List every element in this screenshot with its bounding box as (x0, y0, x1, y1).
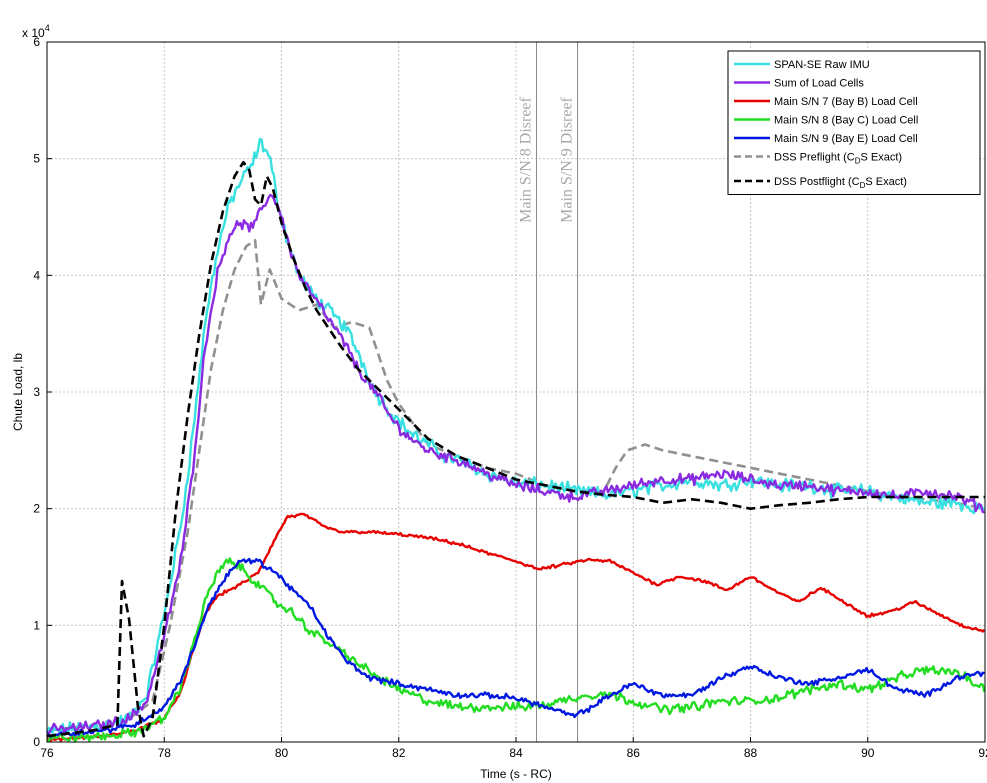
y-axis-label: Chute Load, lb (11, 353, 25, 431)
legend-label: SPAN-SE Raw IMU (774, 59, 870, 71)
legend-label: DSS Postflight (CDS Exact) (774, 176, 907, 190)
y-tick-label: 4 (33, 268, 40, 282)
axis-ticks: 76 78 80 82 84 86 88 90 92 0 1 2 3 4 5 6 (33, 35, 987, 760)
legend-label: Sum of Load Cells (774, 78, 864, 90)
x-tick-label: 86 (627, 746, 641, 760)
event-lines: Main S/N 8 Disreef Main S/N 9 Disreef (518, 42, 579, 742)
y-tick-label: 1 (33, 618, 40, 632)
plot-series (45, 137, 986, 743)
legend-label: Main S/N 7 (Bay B) Load Cell (774, 96, 918, 108)
x-tick-label: 92 (978, 746, 987, 760)
y-tick-label: 2 (33, 502, 40, 516)
legend-label: Main S/N 9 (Bay E) Load Cell (774, 133, 918, 145)
y-multiplier-label: x 104 (22, 23, 50, 40)
legend: SPAN-SE Raw IMU Sum of Load Cells Main S/N… (727, 50, 981, 195)
x-tick-label: 84 (509, 746, 523, 760)
y-tick-label: 6 (33, 35, 40, 49)
y-tick-label: 3 (33, 385, 40, 399)
series-line (46, 160, 985, 738)
legend-label: DSS Preflight (CDS Exact) (774, 152, 902, 166)
x-tick-label: 90 (861, 746, 875, 760)
series-line (46, 193, 985, 735)
x-axis-label: Time (s - RC) (480, 767, 552, 781)
x-tick-label: 80 (275, 746, 289, 760)
y-tick-label: 0 (33, 735, 40, 749)
x-tick-label: 78 (158, 746, 172, 760)
series-line (46, 557, 985, 738)
event-label: Main S/N 8 Disreef (518, 96, 535, 222)
x-tick-label: 88 (744, 746, 758, 760)
legend-label: Main S/N 8 (Bay C) Load Cell (774, 115, 918, 127)
series-line (46, 557, 986, 743)
y-tick-label: 5 (33, 152, 40, 166)
x-tick-label: 76 (40, 746, 54, 760)
event-label: Main S/N 9 Disreef (559, 96, 576, 222)
x-tick-label: 82 (392, 746, 406, 760)
legend-box (727, 50, 981, 195)
